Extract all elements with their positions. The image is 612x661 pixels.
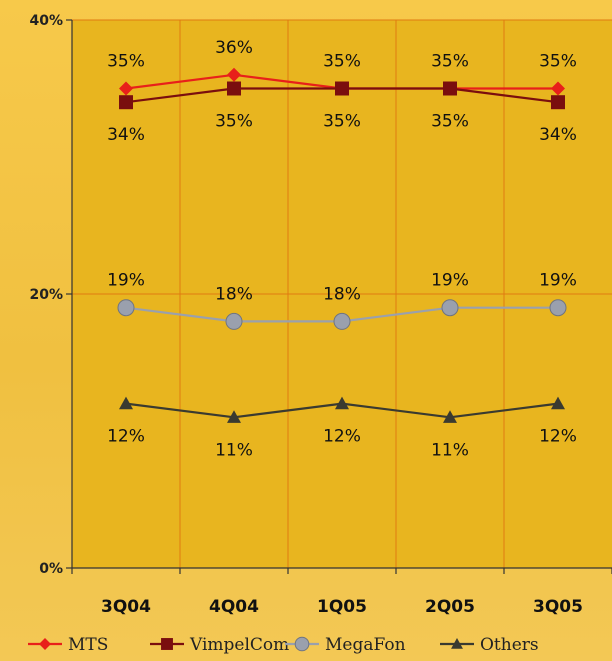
legend-marker: [161, 638, 173, 650]
data-label-vimpelcom: 35%: [215, 112, 253, 132]
x-tick-label: 1Q05: [317, 597, 367, 617]
data-label-vimpelcom: 35%: [431, 112, 469, 132]
data-label-mts: 35%: [107, 52, 145, 72]
data-label-others: 11%: [431, 440, 469, 460]
data-labels: 35% 36% 35% 35% 35% 34% 35% 35% 35% 34% 19% 18% 18% 1…: [107, 38, 577, 460]
legend-label: MegaFon: [325, 635, 406, 655]
legend-item-mts: MTS: [28, 635, 108, 655]
data-point-vimpelcom: [443, 81, 457, 96]
data-label-megafon: 19%: [107, 271, 145, 291]
data-label-megafon: 19%: [431, 271, 469, 291]
y-tick-labels: 0% 20% 40%: [29, 13, 63, 577]
data-label-mts: 35%: [431, 52, 469, 72]
data-label-others: 12%: [107, 427, 145, 447]
data-label-vimpelcom: 34%: [107, 125, 145, 145]
data-point-others: [227, 410, 241, 423]
legend-label: MTS: [68, 635, 108, 655]
x-tick-label: 3Q04: [101, 597, 151, 617]
data-point-mts: [551, 81, 565, 96]
data-point-others: [119, 396, 133, 410]
x-tick-label: 2Q05: [425, 597, 475, 617]
legend-item-vimpelcom: VimpelCom: [150, 635, 289, 655]
data-point-others: [335, 396, 349, 410]
data-label-mts: 36%: [215, 38, 253, 58]
legend-label: VimpelCom: [189, 635, 289, 655]
legend-item-others: Others: [440, 635, 539, 655]
series-vimpelcom: [119, 81, 565, 110]
data-label-mts: 35%: [539, 52, 577, 72]
data-label-others: 12%: [539, 427, 577, 447]
data-label-others: 11%: [215, 440, 253, 460]
data-label-megafon: 18%: [323, 284, 361, 304]
legend-marker: [451, 638, 463, 649]
legend-marker: [39, 638, 51, 650]
y-tick-label: 0%: [39, 561, 63, 577]
data-point-mts: [227, 67, 241, 82]
data-point-vimpelcom: [551, 95, 565, 110]
legend: MTS VimpelCom MegaFon Others: [28, 635, 539, 655]
data-point-megafon: [117, 299, 135, 317]
data-point-others: [551, 396, 565, 410]
series-group: [117, 67, 567, 423]
data-point-mts: [119, 81, 133, 96]
legend-item-megafon: MegaFon: [285, 635, 406, 655]
gridlines: [72, 19, 612, 568]
data-point-megafon: [549, 299, 567, 317]
data-point-vimpelcom: [227, 81, 241, 96]
data-label-vimpelcom: 34%: [539, 125, 577, 145]
y-tick-label: 20%: [29, 287, 63, 303]
series-megafon: [117, 299, 567, 330]
data-point-megafon: [225, 312, 243, 330]
data-point-megafon: [441, 299, 459, 317]
axes: [66, 19, 612, 574]
x-tick-label: 3Q05: [533, 597, 583, 617]
data-point-vimpelcom: [335, 81, 349, 96]
series-others: [119, 396, 565, 423]
x-tick-labels: 3Q04 4Q04 1Q05 2Q05 3Q05: [101, 597, 583, 617]
legend-label: Others: [480, 635, 539, 655]
data-label-vimpelcom: 35%: [323, 112, 361, 132]
data-label-mts: 35%: [323, 52, 361, 72]
data-label-megafon: 18%: [215, 284, 253, 304]
data-point-vimpelcom: [119, 95, 133, 110]
x-tick-label: 4Q04: [209, 597, 259, 617]
data-point-megafon: [333, 312, 351, 330]
y-tick-label: 40%: [29, 13, 63, 29]
data-label-megafon: 19%: [539, 271, 577, 291]
data-point-others: [443, 410, 457, 423]
legend-marker: [294, 636, 310, 652]
data-label-others: 12%: [323, 427, 361, 447]
